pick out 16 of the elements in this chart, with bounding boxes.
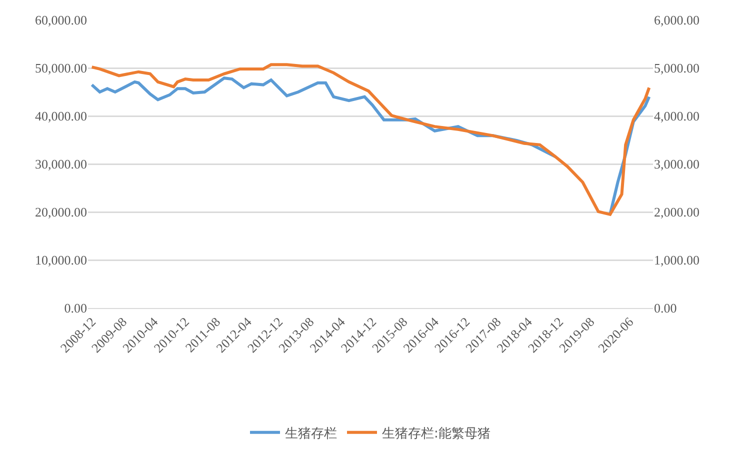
y2-tick-label: 0.00 [654, 300, 677, 316]
y2-tick-label: 5,000.00 [654, 60, 700, 76]
y-tick-label: 40,000.00 [35, 108, 87, 124]
y-tick-label: 20,000.00 [35, 204, 87, 220]
y-tick-label: 60,000.00 [35, 12, 87, 28]
y-tick-label: 50,000.00 [35, 60, 87, 76]
y2-tick-label: 4,000.00 [654, 108, 700, 124]
y2-tick-label: 2,000.00 [654, 204, 700, 220]
y-tick-label: 10,000.00 [35, 252, 87, 268]
y-tick-label: 0.00 [64, 300, 87, 316]
legend-label: 生猪存栏 [285, 426, 337, 442]
y2-tick-label: 1,000.00 [654, 252, 700, 268]
y2-tick-label: 3,000.00 [654, 156, 700, 172]
legend-label: 生猪存栏:能繁母猪 [382, 426, 490, 442]
y2-tick-label: 6,000.00 [654, 12, 700, 28]
y-tick-label: 30,000.00 [35, 156, 87, 172]
